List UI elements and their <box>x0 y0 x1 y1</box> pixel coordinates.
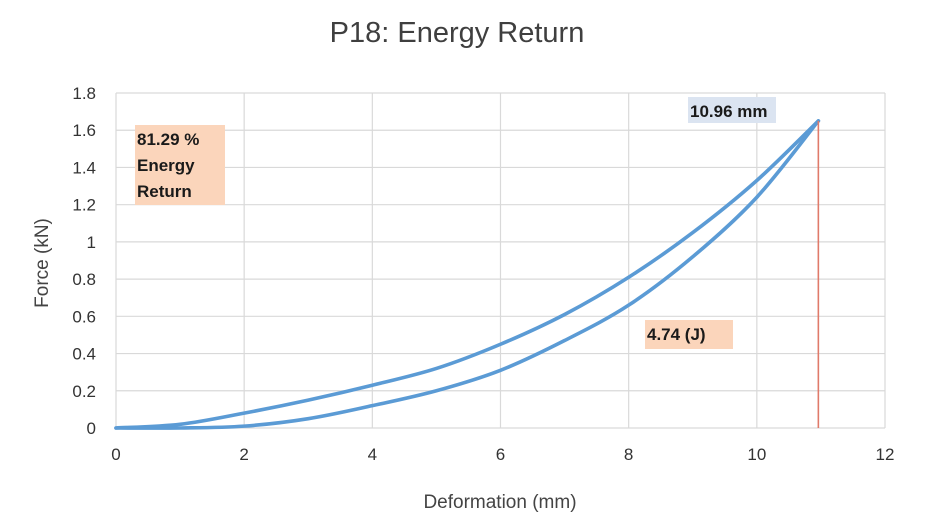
energy-return-annotation-line: 81.29 % <box>137 130 199 149</box>
energy-value-annotation-box <box>645 320 733 349</box>
y-axis-label: Force (kN) <box>32 218 53 308</box>
energy-return-annotation-box <box>135 125 225 205</box>
energy-value-annotation: 4.74 (J) <box>645 320 733 349</box>
y-axis-ticks: 0 0.2 0.4 0.6 0.8 1 1.2 1.4 1.6 1.8 <box>72 84 96 438</box>
x-tick-label: 6 <box>496 445 505 464</box>
energy-return-annotation: 81.29 % Energy Return <box>135 125 225 205</box>
energy-return-annotation-line: Return <box>137 182 192 201</box>
peak-deformation-annotation-line: 10.96 mm <box>690 102 768 121</box>
chart-grid <box>115 92 886 429</box>
x-tick-label: 8 <box>624 445 633 464</box>
x-tick-label: 4 <box>368 445 377 464</box>
y-tick-label: 0.4 <box>72 345 96 364</box>
energy-return-annotation-line: Energy <box>137 156 195 175</box>
energy-value-annotation-line: 4.74 (J) <box>647 325 706 344</box>
x-tick-label: 2 <box>239 445 248 464</box>
unloading-curve <box>114 119 821 430</box>
x-axis-label: Deformation (mm) <box>423 492 576 513</box>
y-tick-label: 0.8 <box>72 270 96 289</box>
peak-deformation-annotation-box <box>688 97 776 123</box>
x-axis-ticks: 0 2 4 6 8 10 12 <box>111 445 894 464</box>
y-tick-label: 0.6 <box>72 307 96 326</box>
x-tick-label: 10 <box>747 445 766 464</box>
y-tick-label: 1.8 <box>72 84 96 103</box>
y-tick-label: 1 <box>87 233 96 252</box>
y-tick-label: 1.6 <box>72 121 96 140</box>
chart-title: P18: Energy Return <box>330 17 585 49</box>
x-tick-label: 0 <box>111 445 120 464</box>
peak-deformation-annotation: 10.96 mm <box>688 97 776 123</box>
y-tick-label: 0.2 <box>72 382 96 401</box>
loading-curve <box>114 119 821 430</box>
chart-series <box>114 119 821 430</box>
x-tick-label: 12 <box>876 445 895 464</box>
y-tick-label: 1.2 <box>72 196 96 215</box>
y-tick-label: 0 <box>87 419 96 438</box>
chart-annotations: 81.29 % Energy Return 10.96 mm 4.74 (J) <box>135 97 776 349</box>
y-tick-label: 1.4 <box>72 158 96 177</box>
